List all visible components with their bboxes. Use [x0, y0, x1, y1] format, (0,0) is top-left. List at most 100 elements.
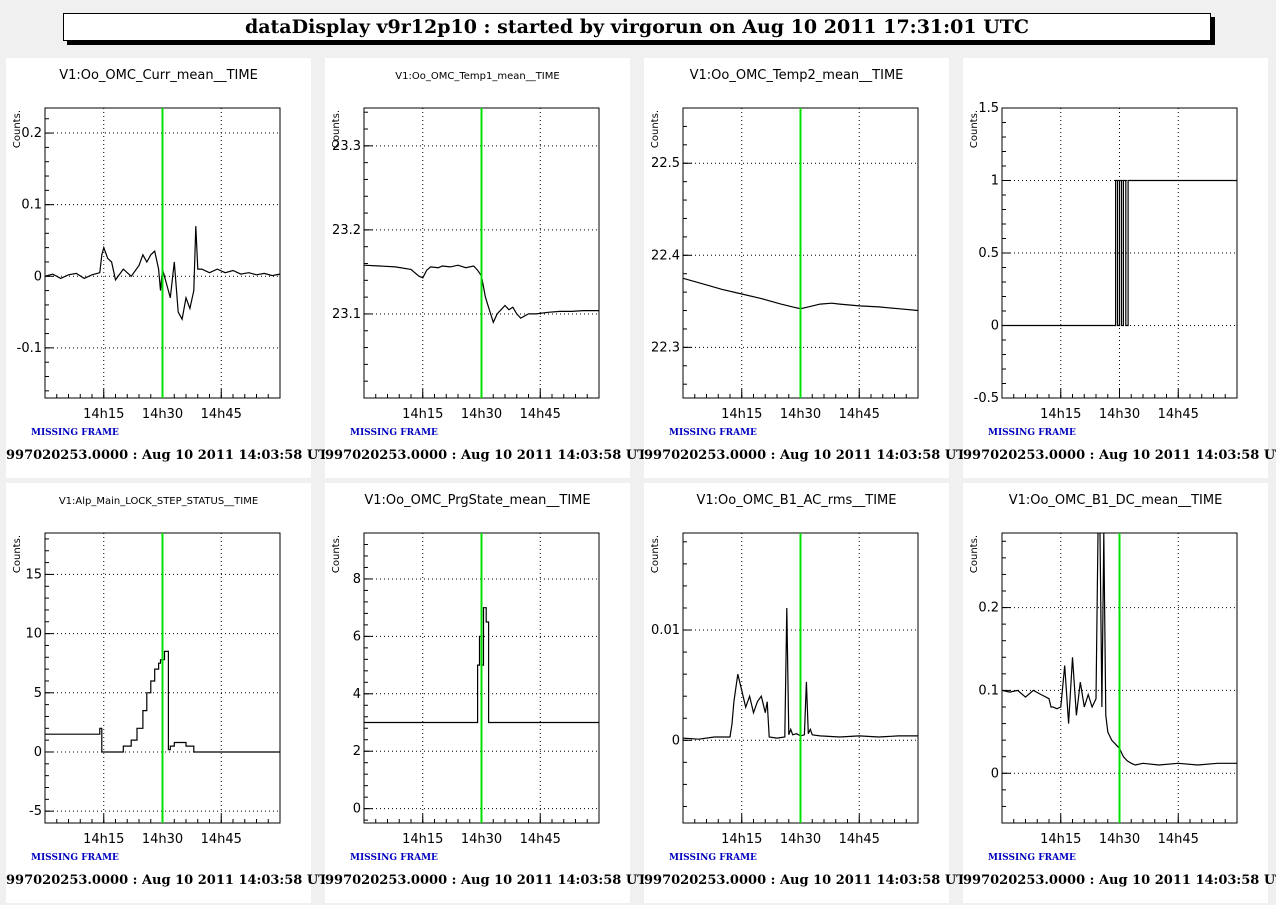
chart-panel: V1:Oo_OMC_Curr_mean__TIME -0.1 0 0.1 0.2 14h1…: [6, 58, 339, 478]
y-tick-label: 1.5: [978, 101, 999, 116]
x-tick-label: 14h15: [83, 832, 124, 847]
x-tick-label: 14h15: [1040, 832, 1081, 847]
chart-title: V1:Oo_OMC_PrgState_mean__TIME: [364, 493, 591, 508]
y-tick-label: 0.01: [651, 623, 680, 638]
x-tick-label: 14h30: [461, 832, 502, 847]
x-tick-label: 14h30: [1099, 832, 1140, 847]
x-tick-label: 14h45: [201, 832, 242, 847]
chart-title: V1:Oo_OMC_Temp2_mean__TIME: [689, 68, 904, 83]
data-series-line: [1002, 533, 1237, 766]
chart-title: V1:Oo_OMC_Temp1_mean__TIME: [395, 71, 560, 82]
missing-frame-label: MISSING FRAME: [31, 428, 119, 438]
x-tick-label: 14h45: [1158, 407, 1199, 422]
chart-panel: V1:Oo_OMC_Temp1_mean__TIME 23.1 23.2 23.3 14…: [325, 58, 658, 478]
missing-frame-label: MISSING FRAME: [31, 853, 119, 863]
gps-timestamp: 997020253.0000 : Aug 10 2011 14:03:58 UT…: [963, 873, 1276, 888]
x-tick-label: 14h15: [1040, 407, 1081, 422]
data-series-line: [683, 277, 918, 312]
y-tick-label: 0.2: [21, 126, 42, 141]
y-tick-label: 23.1: [332, 307, 361, 322]
chart-title: V1:Oo_OMC_Curr_mean__TIME: [59, 68, 258, 83]
chart-title: V1:Alp_Main_LOCK_STEP_STATUS__TIME: [58, 496, 259, 507]
chart-svg: -0.1 0 0.1 0.2 14h15 14h30 14h45 Counts.: [12, 107, 281, 422]
y-axis-label: Counts.: [331, 110, 342, 148]
y-tick-label: -0.1: [17, 341, 42, 356]
chart-title: V1:Oo_OMC_B1_DC_mean__TIME: [1008, 493, 1223, 508]
y-tick-label: 0.2: [978, 601, 999, 616]
y-axis-label: Counts.: [650, 110, 661, 148]
x-tick-label: 14h30: [1099, 407, 1140, 422]
y-tick-label: 0: [34, 269, 42, 284]
x-tick-label: 14h45: [201, 407, 242, 422]
y-axis-label: Counts.: [331, 535, 342, 573]
chart-svg: 0 0.1 0.2 14h15 14h30 14h45 Counts.: [969, 532, 1238, 847]
chart-panel: V1:Oo_OMC_Temp2_mean__TIME 22.3 22.4 22.5 14…: [644, 58, 976, 478]
chart-panel: -0.5 0 0.5 1 1.5 14h15 14h30 14h45 Counts. MISSIN…: [963, 58, 1276, 478]
y-tick-label: 0.5: [978, 246, 999, 261]
chart-panel: V1:Oo_OMC_B1_DC_mean__TIME 0 0.1 0.2 14h15 14…: [963, 483, 1276, 903]
y-tick-label: -5: [29, 804, 42, 819]
gps-timestamp: 997020253.0000 : Aug 10 2011 14:03:58 UT…: [6, 873, 339, 888]
chart-svg: -0.5 0 0.5 1 1.5 14h15 14h30 14h45 Counts.: [969, 101, 1238, 422]
gps-timestamp: 997020253.0000 : Aug 10 2011 14:03:58 UT…: [325, 873, 658, 888]
y-tick-label: 0: [991, 319, 999, 334]
x-tick-label: 14h30: [780, 832, 821, 847]
missing-frame-label: MISSING FRAME: [988, 853, 1076, 863]
y-tick-label: 0: [34, 745, 42, 760]
x-tick-label: 14h45: [839, 407, 880, 422]
missing-frame-label: MISSING FRAME: [350, 853, 438, 863]
x-tick-label: 14h30: [461, 407, 502, 422]
y-tick-label: 23.2: [332, 223, 361, 238]
header-title: dataDisplay v9r12p10 : started by virgor…: [244, 16, 1030, 38]
y-axis-label: Counts.: [969, 535, 980, 573]
y-tick-label: 0: [353, 802, 361, 817]
gps-timestamp: 997020253.0000 : Aug 10 2011 14:03:58 UT…: [325, 448, 658, 463]
data-series-line: [683, 607, 918, 740]
y-tick-label: 0.1: [21, 198, 42, 213]
chart-svg: -5 0 5 10 15 14h15 14h30 14h45 Counts.: [12, 532, 281, 847]
x-tick-label: 14h30: [780, 407, 821, 422]
y-tick-label: -0.5: [974, 391, 999, 406]
missing-frame-label: MISSING FRAME: [350, 428, 438, 438]
x-tick-label: 14h30: [142, 832, 183, 847]
x-tick-label: 14h45: [1158, 832, 1199, 847]
missing-frame-label: MISSING FRAME: [669, 428, 757, 438]
data-series-line: [364, 264, 599, 324]
chart-title: V1:Oo_OMC_B1_AC_rms__TIME: [696, 493, 897, 508]
chart-svg: 0 0.01 14h15 14h30 14h45 Counts.: [650, 532, 919, 847]
missing-frame-label: MISSING FRAME: [669, 853, 757, 863]
y-tick-label: 1: [991, 174, 999, 189]
x-tick-label: 14h45: [520, 832, 561, 847]
chart-panel: V1:Alp_Main_LOCK_STEP_STATUS__TIME -5 0 5 10…: [6, 483, 339, 903]
y-tick-label: 8: [353, 572, 361, 587]
y-tick-label: 23.3: [332, 139, 361, 154]
x-tick-label: 14h15: [721, 832, 762, 847]
y-tick-label: 0: [991, 766, 999, 781]
y-tick-label: 4: [353, 687, 361, 702]
y-tick-label: 5: [34, 686, 42, 701]
y-axis-label: Counts.: [12, 110, 23, 148]
x-tick-label: 14h30: [142, 407, 183, 422]
chart-panel: V1:Oo_OMC_PrgState_mean__TIME 0 2 4 6 8 14h15 1…: [325, 483, 658, 903]
x-tick-label: 14h15: [402, 832, 443, 847]
y-axis-label: Counts.: [969, 110, 980, 148]
y-tick-label: 22.5: [651, 156, 680, 171]
gps-timestamp: 997020253.0000 : Aug 10 2011 14:03:58 UT…: [963, 448, 1276, 463]
chart-svg: 23.1 23.2 23.3 14h15 14h30 14h45 Counts.: [331, 107, 600, 422]
x-tick-label: 14h15: [721, 407, 762, 422]
x-tick-label: 14h45: [520, 407, 561, 422]
gps-timestamp: 997020253.0000 : Aug 10 2011 14:03:58 UT…: [644, 873, 977, 888]
y-tick-label: 10: [25, 627, 42, 642]
y-tick-label: 15: [25, 567, 42, 582]
y-axis-label: Counts.: [12, 535, 23, 573]
y-axis-label: Counts.: [650, 535, 661, 573]
y-tick-label: 6: [353, 629, 361, 644]
display-header: dataDisplay v9r12p10 : started by virgor…: [63, 13, 1211, 41]
gps-timestamp: 997020253.0000 : Aug 10 2011 14:03:58 UT…: [6, 448, 339, 463]
chart-svg: 0 2 4 6 8 14h15 14h30 14h45 Counts.: [331, 532, 600, 847]
missing-frame-label: MISSING FRAME: [988, 428, 1076, 438]
y-tick-label: 0.1: [978, 683, 999, 698]
x-tick-label: 14h15: [402, 407, 443, 422]
data-series-line: [1002, 179, 1237, 327]
data-series-line: [45, 650, 280, 753]
